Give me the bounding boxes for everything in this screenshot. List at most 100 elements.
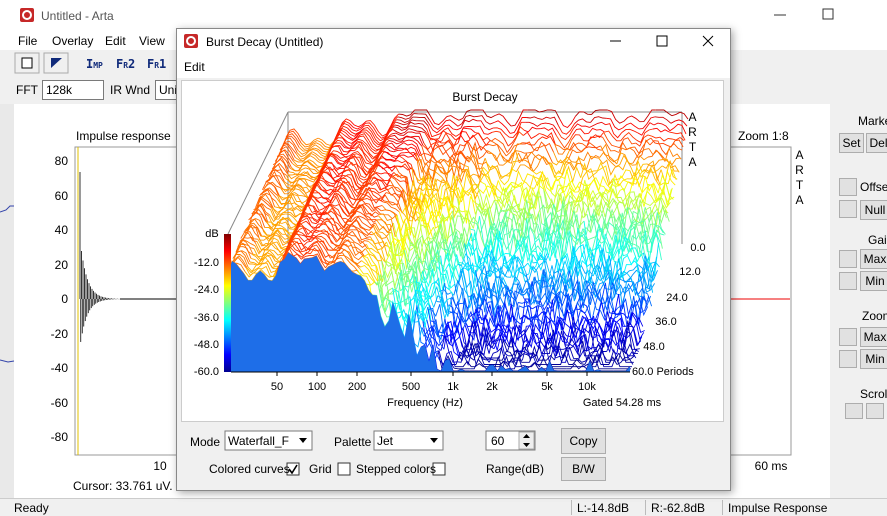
null-button[interactable]: Null bbox=[860, 200, 887, 220]
close-icon[interactable] bbox=[702, 35, 714, 47]
down-button[interactable] bbox=[839, 272, 857, 290]
panel-label: Marke bbox=[858, 114, 887, 128]
decay-curve bbox=[459, 261, 477, 300]
menu-item[interactable]: View bbox=[139, 34, 165, 48]
decay-curve bbox=[288, 206, 306, 212]
spin-down[interactable] bbox=[523, 443, 530, 447]
checkbox[interactable] bbox=[432, 462, 446, 476]
menu-item[interactable]: Edit bbox=[184, 60, 205, 74]
decay-curve bbox=[649, 140, 667, 155]
decay-curve bbox=[536, 141, 554, 153]
decay-curve bbox=[333, 193, 351, 215]
decay-curve bbox=[616, 286, 634, 308]
decay-curve bbox=[592, 318, 610, 348]
decay-curve bbox=[455, 349, 473, 366]
decay-curve bbox=[421, 146, 439, 164]
copy-button[interactable]: Copy bbox=[561, 428, 606, 454]
combo-frame bbox=[224, 430, 313, 451]
combo-arrow[interactable] bbox=[430, 438, 438, 443]
up-button[interactable] bbox=[839, 250, 857, 268]
decay-curve bbox=[317, 235, 334, 251]
toolbar-button[interactable]: Fr2 bbox=[116, 57, 136, 71]
fft-select[interactable]: 128k bbox=[42, 80, 104, 100]
min-button[interactable]: Min bbox=[860, 271, 887, 291]
decay-curve bbox=[348, 160, 366, 179]
decay-curve bbox=[363, 255, 381, 293]
decay-curve bbox=[553, 150, 570, 164]
toolbar-button[interactable]: Fr1 bbox=[147, 57, 167, 71]
decay-curve bbox=[263, 260, 281, 269]
decay-curve bbox=[627, 311, 645, 341]
decay-curve bbox=[575, 111, 592, 117]
y-label: -80 bbox=[50, 430, 68, 444]
decay-curve bbox=[569, 141, 586, 153]
decay-curve bbox=[635, 134, 653, 147]
decay-curve bbox=[359, 268, 377, 284]
combo-arrow[interactable] bbox=[299, 438, 307, 443]
decay-curve bbox=[365, 202, 382, 212]
ir-wnd-value: Unif bbox=[159, 83, 181, 97]
up-button[interactable] bbox=[839, 328, 857, 346]
y-unit: dB bbox=[205, 228, 219, 240]
decay-curve bbox=[569, 346, 586, 363]
decay-curve bbox=[655, 109, 673, 117]
max-button[interactable]: Max bbox=[860, 327, 887, 347]
maximize-icon[interactable] bbox=[656, 35, 668, 47]
min-button[interactable]: Min bbox=[860, 349, 887, 369]
decay-curve bbox=[530, 170, 548, 189]
decay-curve bbox=[414, 109, 432, 117]
decay-curve bbox=[625, 264, 642, 280]
y-label: -60 bbox=[50, 395, 68, 410]
decay-curve bbox=[484, 158, 502, 179]
decay-curve bbox=[422, 143, 440, 156]
down-button[interactable] bbox=[839, 350, 857, 368]
right-button[interactable] bbox=[866, 403, 884, 419]
set-button[interactable]: Set bbox=[839, 133, 864, 153]
decay-curve bbox=[594, 175, 612, 192]
decay-curve bbox=[361, 204, 379, 218]
color-bar bbox=[224, 234, 231, 372]
button-label: Null bbox=[864, 203, 886, 217]
range-value[interactable]: 60 bbox=[491, 434, 505, 448]
decay-curve bbox=[454, 140, 472, 157]
decay-curve bbox=[342, 252, 359, 273]
up-button[interactable] bbox=[839, 178, 857, 196]
spin-up[interactable] bbox=[523, 434, 530, 438]
decay-curve bbox=[474, 270, 491, 306]
menu-item[interactable]: Overlay bbox=[52, 34, 94, 48]
bw-button[interactable]: B/W bbox=[561, 457, 606, 481]
decay-curve bbox=[397, 160, 415, 171]
decay-curve bbox=[309, 253, 326, 269]
decay-curve bbox=[599, 151, 617, 168]
decay-curve bbox=[448, 231, 466, 257]
decay-curve bbox=[367, 248, 384, 267]
decay-curve bbox=[322, 181, 340, 193]
decay-curve bbox=[574, 183, 592, 208]
decay-curve bbox=[538, 135, 555, 144]
decay-curve bbox=[628, 166, 646, 186]
toolbar-button[interactable]: Imp bbox=[86, 57, 103, 71]
decay-curve bbox=[482, 238, 500, 265]
checkbox[interactable] bbox=[337, 462, 351, 476]
maximize-icon[interactable] bbox=[822, 8, 834, 20]
decay-curve bbox=[580, 162, 598, 181]
decay-curve bbox=[582, 303, 599, 323]
decay-curve bbox=[670, 119, 688, 127]
decay-curve bbox=[352, 186, 370, 206]
decay-curve bbox=[417, 281, 435, 308]
decay-curve bbox=[488, 143, 506, 160]
spin-buttons[interactable] bbox=[518, 431, 535, 450]
decay-curve bbox=[527, 251, 545, 271]
decay-curve bbox=[417, 159, 435, 174]
decay-curve bbox=[523, 131, 540, 140]
x-label: 100 bbox=[307, 381, 327, 393]
decay-curve bbox=[539, 131, 556, 145]
menu-item[interactable]: Edit bbox=[105, 34, 126, 48]
left-button[interactable] bbox=[845, 403, 863, 419]
down-button[interactable] bbox=[839, 200, 857, 218]
decay-curve bbox=[517, 152, 535, 170]
decay-curve bbox=[647, 149, 665, 159]
del-button[interactable]: Del bbox=[866, 133, 887, 153]
menu-item[interactable]: File bbox=[18, 34, 38, 48]
max-button[interactable]: Max bbox=[860, 249, 887, 269]
